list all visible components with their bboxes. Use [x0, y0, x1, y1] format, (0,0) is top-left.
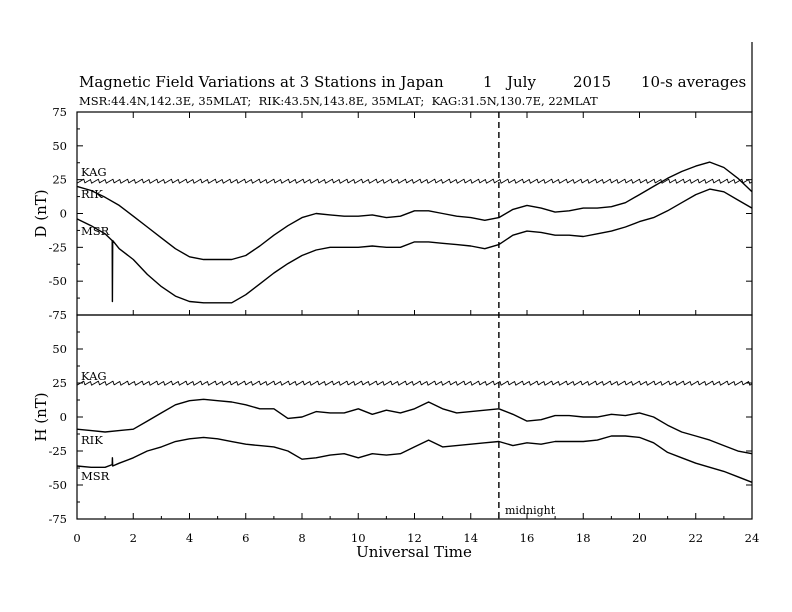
- x-tick-label: 4: [186, 531, 193, 545]
- date-day: 1: [483, 73, 493, 91]
- series-line-rik-d: [76, 161, 753, 261]
- y-tick-label: -75: [48, 308, 67, 322]
- series-line-msr-d: [76, 188, 753, 304]
- y-tick-label: 50: [52, 342, 67, 356]
- series-line-msr-h: [76, 435, 753, 483]
- y-tick-label: -50: [48, 478, 67, 492]
- x-tick-label: 8: [298, 531, 305, 545]
- series-line-kag-d: [76, 178, 753, 184]
- x-tick-label: 18: [576, 531, 591, 545]
- averaging-label: 10-s averages: [641, 73, 746, 91]
- midnight-label: midnight: [505, 504, 556, 517]
- d-label-rik: RIK: [81, 187, 103, 201]
- x-tick-label: 20: [632, 531, 647, 545]
- x-axis-label: Universal Time: [356, 543, 472, 561]
- h-label-kag: KAG: [81, 369, 107, 383]
- x-tick-label: 16: [520, 531, 535, 545]
- d-panel-frame: [76, 111, 753, 316]
- d-label-kag: KAG: [81, 165, 107, 179]
- x-tick-label: 0: [73, 531, 80, 545]
- x-tick-label: 2: [130, 531, 137, 545]
- x-tick-label: 6: [242, 531, 249, 545]
- x-tick-label: 10: [351, 531, 366, 545]
- series-line-rik-h: [76, 398, 753, 455]
- h-panel-frame: [76, 314, 753, 520]
- date-month: July: [505, 73, 536, 91]
- y-tick-label: -25: [48, 444, 67, 458]
- stations-subtitle: MSR:44.4N,142.3E, 35MLAT; RIK:43.5N,143.…: [79, 94, 598, 108]
- y-tick-label: 50: [52, 139, 67, 153]
- h-label-rik: RIK: [81, 433, 103, 447]
- y-tick-label: -75: [48, 512, 67, 526]
- x-tick-label: 24: [745, 531, 760, 545]
- series-layer: [76, 112, 753, 519]
- y-tick-label: 0: [60, 410, 67, 424]
- h-panel-ylabel: H (nT): [32, 392, 50, 441]
- ticks-layer: 0 2 4 6 8 10 12 14 16 18 20 22 247550250-25-50-75502…: [48, 105, 759, 545]
- y-tick-label: 25: [52, 376, 67, 390]
- y-tick-label: 25: [52, 173, 67, 187]
- y-tick-label: -25: [48, 240, 67, 254]
- series-line-kag-h: [76, 380, 753, 386]
- date-year: 2015: [573, 73, 611, 91]
- d-label-msr: MSR: [81, 224, 110, 238]
- x-tick-label: 14: [463, 531, 478, 545]
- x-tick-label: 12: [407, 531, 422, 545]
- h-label-msr: MSR: [81, 469, 110, 483]
- x-tick-label: 22: [688, 531, 703, 545]
- chart-title: Magnetic Field Variations at 3 Stations …: [79, 73, 444, 91]
- d-panel-ylabel: D (nT): [32, 189, 50, 237]
- y-tick-label: -50: [48, 274, 67, 288]
- y-tick-label: 75: [52, 105, 67, 119]
- y-tick-label: 0: [60, 207, 67, 221]
